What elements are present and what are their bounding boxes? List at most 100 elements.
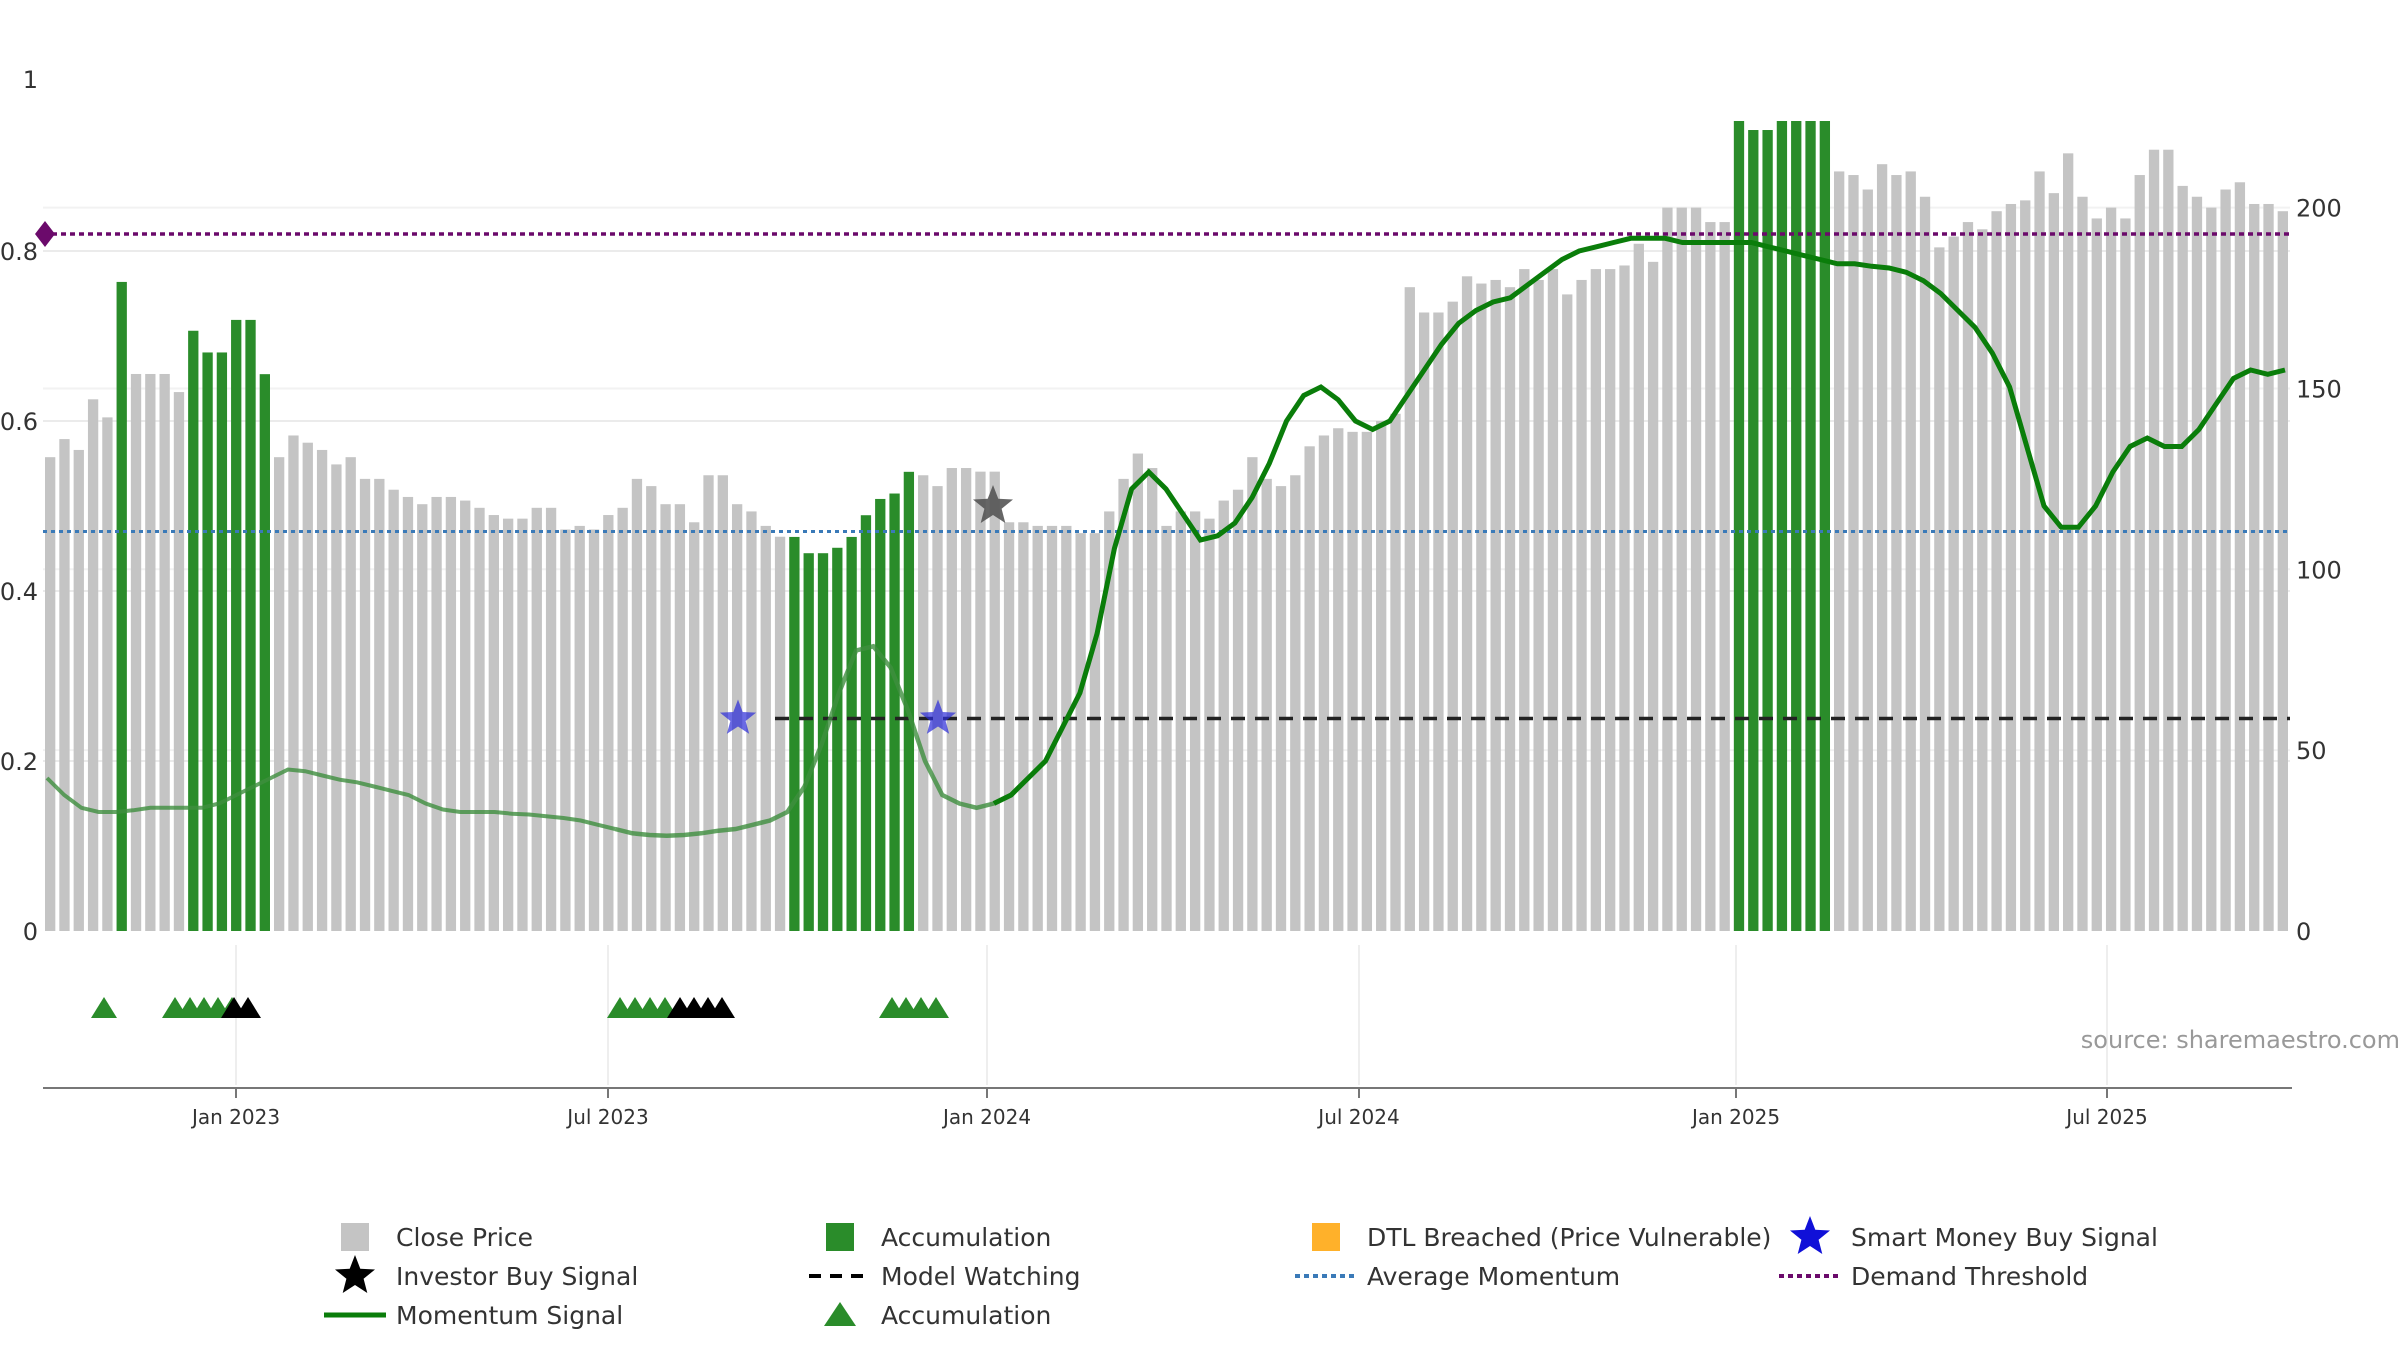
close-price-bar [517, 518, 528, 931]
close-price-bar [1132, 453, 1144, 931]
close-price-bar [316, 449, 328, 931]
overlay-lines [35, 221, 2290, 839]
left-axis-tick-label: 0.4 [0, 578, 38, 606]
left-axis-tick-label: 0.8 [0, 238, 38, 266]
close-price-bar [1104, 511, 1115, 931]
close-price-bar [502, 518, 514, 931]
close-price-bar [2105, 207, 2117, 931]
close-price-bar [1676, 207, 1687, 931]
close-price-bar [1390, 413, 1401, 931]
close-price-bar [1647, 261, 1659, 931]
close-price-bar [1605, 269, 1616, 932]
accumulation-bar [789, 536, 800, 931]
right-axis-tick-label: 100 [2296, 556, 2342, 584]
accumulation-bar [889, 493, 900, 931]
legend-item: Demand Threshold [1779, 1262, 2088, 1291]
accumulation-triangle [91, 997, 117, 1018]
legend-item: DTL Breached (Price Vulnerable) [1312, 1223, 1771, 1252]
accumulation-bar [832, 547, 843, 931]
close-price-bar [1118, 478, 1129, 931]
investor-buy-signal-star [973, 485, 1013, 523]
close-price-bar [2005, 203, 2017, 931]
legend-label: Accumulation [881, 1223, 1051, 1252]
close-price-bar [989, 471, 1000, 931]
left-axis-tick-label: 0.6 [0, 408, 38, 436]
accumulation-bar [875, 498, 886, 931]
close-price-bar [87, 399, 99, 932]
close-price-bar [774, 536, 786, 931]
accumulation-bar [231, 319, 242, 931]
close-price-bar [1562, 294, 1573, 931]
close-price-bar [717, 475, 728, 931]
close-price-bar [1977, 229, 1988, 932]
close-price-bar [145, 373, 156, 931]
close-price-bar [1175, 511, 1186, 931]
close-price-bar [1690, 207, 1702, 931]
close-price-bar [2077, 196, 2088, 931]
close-price-bar [1032, 525, 1043, 931]
accumulation-bar [1776, 121, 1788, 931]
accumulation-triangle [709, 997, 735, 1018]
legend-label: Model Watching [881, 1262, 1081, 1291]
close-price-bar [1848, 175, 1859, 932]
close-price-bar [1361, 431, 1373, 931]
close-price-bar [388, 489, 399, 931]
close-price-bar [1075, 533, 1086, 931]
close-price-bar [646, 486, 657, 931]
left-axis-tick-label: 0.2 [0, 748, 38, 776]
accumulation-bar [860, 515, 872, 931]
close-price-bar [689, 522, 700, 931]
close-price-bar [1633, 243, 1644, 931]
accumulation-bar [903, 471, 915, 931]
x-tick-label: Jul 2023 [565, 1105, 648, 1129]
close-price-bar [2163, 149, 2174, 932]
close-price-bar [1504, 287, 1516, 931]
close-price-bar [1232, 489, 1244, 931]
close-price-bar [288, 435, 299, 931]
accumulation-bar [245, 319, 256, 931]
legend-label: Close Price [396, 1223, 533, 1252]
accumulation-bar [846, 536, 857, 931]
left-axis-tick-label: 0 [23, 918, 38, 946]
accumulation-bar [1733, 121, 1745, 931]
price-bars [45, 121, 2288, 932]
legend-label: Accumulation [881, 1301, 1051, 1330]
accumulation-triangle [923, 997, 949, 1018]
close-price-bar [1862, 189, 1873, 932]
legend-marker [1790, 1216, 1830, 1254]
axes: Jan 2023 Jul 2023 Jan 2024 Jul 2024 Jan 2025… [0, 66, 2342, 1129]
close-price-bar [574, 525, 585, 931]
close-price-bar [431, 496, 442, 931]
close-price-bar [1018, 522, 1029, 931]
legend-item: Average Momentum [1295, 1262, 1620, 1291]
close-price-bar [1876, 164, 1888, 932]
close-price-bar [1619, 265, 1630, 931]
legend-item: Model Watching [809, 1262, 1081, 1291]
legend-marker [335, 1255, 375, 1293]
close-price-bar [1275, 486, 1287, 931]
close-price-bar [1089, 533, 1101, 931]
legend-marker [341, 1223, 369, 1251]
legend-label: Demand Threshold [1851, 1262, 2088, 1291]
accumulation-triangle [235, 997, 261, 1018]
legend-marker [824, 1302, 856, 1326]
close-price-bar [1962, 222, 1974, 931]
close-price-bar [1247, 457, 1258, 931]
right-axis-tick-label: 50 [2296, 737, 2327, 765]
legend-marker [1312, 1223, 1340, 1251]
right-axis-tick-label: 150 [2296, 375, 2342, 403]
legend: Close Price Accumulation DTL Breached (Pri… [324, 1216, 2158, 1330]
legend-item: Smart Money Buy Signal [1790, 1216, 2158, 1254]
close-price-bar [460, 500, 471, 931]
legend-label: Investor Buy Signal [396, 1262, 638, 1291]
close-price-bar [617, 507, 628, 931]
close-price-bar [1447, 301, 1458, 931]
left-axis-tick-label: 1 [23, 66, 38, 94]
close-price-bar [1547, 269, 1559, 932]
close-price-bar [2263, 203, 2274, 931]
close-price-bar [173, 392, 185, 931]
close-price-bar [2206, 207, 2217, 931]
close-price-bar [1290, 475, 1301, 931]
source-label: source: sharemaestro.com [2081, 1026, 2400, 1054]
close-price-bar [402, 496, 414, 931]
